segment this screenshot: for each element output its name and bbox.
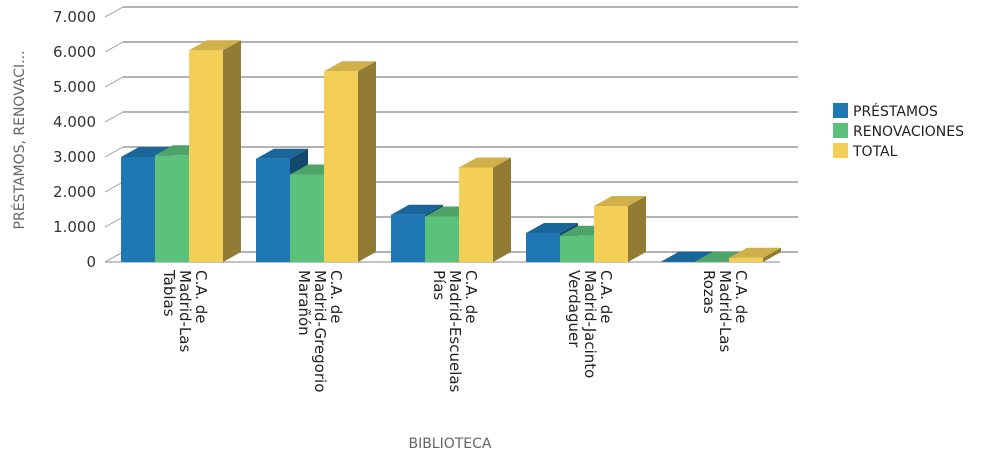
bar-top-0-1	[256, 148, 308, 159]
category-label-line: C.A. de	[192, 270, 210, 324]
bar-front-1-0	[155, 155, 189, 262]
bar-front-2-4	[729, 257, 763, 262]
bar-2-3	[594, 196, 646, 262]
category-label-line: Verdaguer	[565, 270, 583, 348]
legend: PRÉSTAMOS RENOVACIONES TOTAL	[833, 103, 964, 160]
bar-front-1-2	[425, 216, 459, 262]
bar-front-1-1	[290, 174, 324, 262]
legend-label-1: RENOVACIONES	[853, 124, 964, 140]
y-axis-title: PRÉSTAMOS, RENOVACI...	[11, 51, 28, 230]
bar-top-2-3	[594, 196, 646, 206]
bar-front-0-3	[526, 232, 560, 262]
legend-label-0: PRÉSTAMOS	[853, 103, 938, 120]
bar-side-2-0	[223, 40, 241, 262]
bar-front-0-2	[391, 214, 425, 262]
bar-2-2	[459, 157, 511, 262]
legend-swatch-1	[833, 123, 848, 138]
category-label-line: C.A. de	[462, 270, 480, 324]
y-tick-label-4: 4.000	[53, 113, 96, 131]
category-label-line: Madrid-Jacinto	[581, 270, 599, 378]
y-axis-ticks: 0 1.000 2.000 3.000 4.000 5.000 6.000 7.000	[53, 8, 96, 271]
bar-top-0-4	[661, 251, 713, 262]
bar-top-2-1	[324, 61, 376, 72]
bar-side-2-2	[493, 157, 511, 262]
y-tick-label-6: 6.000	[53, 43, 96, 61]
gridline-diag-6	[104, 41, 124, 53]
bar-side-2-4	[763, 247, 781, 262]
legend-label-2: TOTAL	[852, 144, 898, 160]
category-label-line: Madrid-Las	[176, 270, 194, 352]
bar-top-2-4	[729, 247, 781, 258]
category-label-line: C.A. de	[732, 270, 750, 324]
gridline-diag-4	[104, 111, 124, 123]
category-label-4: C.A. deMadrid-LasRozas	[700, 270, 750, 352]
y-tick-label-0: 0	[86, 253, 96, 271]
bar-top-1-4	[695, 251, 747, 262]
y-tick-label-2: 2.000	[53, 183, 96, 201]
bar-top-0-0	[121, 147, 173, 157]
category-label-3: C.A. deMadrid-JacintoVerdaguer	[565, 270, 615, 378]
gridline-diag-2	[104, 181, 124, 193]
bar-top-2-0	[189, 40, 241, 51]
gridline-diag-0	[104, 251, 124, 263]
gridline-diag-5	[104, 76, 124, 88]
bar-2-0	[189, 40, 241, 262]
category-label-line: C.A. de	[327, 270, 345, 324]
bar-front-2-0	[189, 50, 223, 262]
category-label-0: C.A. deMadrid-LasTablas	[160, 269, 210, 352]
x-axis-categories: C.A. deMadrid-LasTablas C.A. deMadrid-Gre…	[160, 269, 750, 393]
bar-front-2-1	[324, 71, 358, 262]
legend-swatch-2	[833, 143, 848, 158]
bar-side-2-1	[358, 61, 376, 262]
category-label-line: C.A. de	[597, 270, 615, 324]
bar-front-1-3	[560, 235, 594, 262]
bar-side-2-3	[628, 196, 646, 262]
gridline-diag-1	[104, 216, 124, 228]
bar-front-2-2	[459, 167, 493, 262]
gridline-diag-3	[104, 146, 124, 158]
category-label-line: Madrid-Gregorio	[311, 270, 329, 392]
category-label-2: C.A. deMadrid-EscuelasPías	[430, 270, 480, 393]
y-tick-label-3: 3.000	[53, 148, 96, 166]
bar-front-0-1	[256, 158, 290, 262]
category-label-line: Pías	[430, 270, 448, 300]
category-label-line: Rozas	[700, 270, 718, 314]
gridline-diag-7	[104, 6, 124, 18]
category-label-line: Marañón	[295, 270, 313, 336]
bar-front-2-3	[594, 206, 628, 262]
y-tick-label-1: 1.000	[53, 218, 96, 236]
bar-top-0-3	[526, 222, 578, 233]
bars	[121, 40, 781, 262]
legend-swatch-0	[833, 103, 848, 118]
bar-top-2-2	[459, 157, 511, 168]
bar-front-0-0	[121, 157, 155, 262]
bar-top-0-2	[391, 204, 443, 215]
category-label-line: Tablas	[160, 269, 178, 317]
category-label-line: Madrid-Escuelas	[446, 270, 464, 393]
category-label-line: Madrid-Las	[716, 270, 734, 352]
y-tick-label-7: 7.000	[53, 8, 96, 26]
y-tick-label-5: 5.000	[53, 78, 96, 96]
category-label-1: C.A. deMadrid-GregorioMarañón	[295, 270, 345, 392]
bar-2-1	[324, 61, 376, 262]
x-axis-title: BIBLIOTECA	[408, 436, 491, 452]
bar-2-4	[729, 247, 781, 262]
